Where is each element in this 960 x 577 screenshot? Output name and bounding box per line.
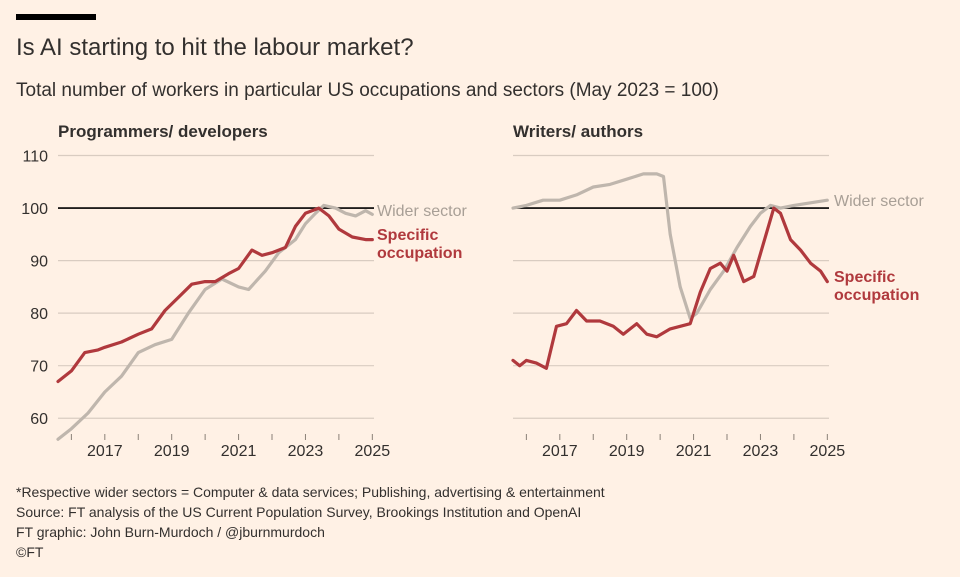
panel-title-writers: Writers/ authors [513, 122, 644, 141]
writers-xtick-label: 2017 [542, 443, 578, 460]
footer-copyright: ©FT [16, 544, 44, 560]
writers-xtick-label: 2023 [743, 443, 779, 460]
footer-graphic: FT graphic: John Burn-Murdoch / @jburnmu… [16, 524, 325, 540]
footer-source: Source: FT analysis of the US Current Po… [16, 504, 582, 520]
brand-bar [16, 14, 96, 20]
programmers-ytick-label: 70 [30, 359, 48, 376]
programmers-ytick-label: 80 [30, 306, 48, 323]
footer-note: *Respective wider sectors = Computer & d… [16, 484, 605, 500]
writers-specific-occupation-line [511, 206, 829, 370]
chart-title: Is AI starting to hit the labour market? [16, 34, 414, 61]
writers-legend-specific: Specific occupation [834, 269, 919, 304]
programmers-xtick-label: 2017 [87, 443, 123, 460]
footer: *Respective wider sectors = Computer & d… [16, 482, 605, 562]
programmers-ytick-label: 100 [21, 201, 48, 218]
programmers-specific-occupation-line [56, 206, 374, 384]
programmers-ytick-label: 110 [22, 149, 48, 166]
programmers-ytick-label: 60 [30, 411, 48, 428]
writers-legend-wider: Wider sector [834, 193, 924, 210]
programmers-xtick-label: 2019 [154, 443, 190, 460]
panel-title-programmers: Programmers/ developers [58, 122, 268, 141]
programmers-xtick-label: 2025 [355, 443, 391, 460]
writers-xtick-label: 2019 [609, 443, 645, 460]
programmers-xtick-label: 2021 [221, 443, 257, 460]
chart-subtitle: Total number of workers in particular US… [16, 80, 719, 101]
programmers-legend-specific: Specific occupation [377, 227, 462, 262]
programmers-wider-sector-line [56, 203, 374, 441]
programmers-legend-wider: Wider sector [377, 203, 467, 220]
writers-xtick-label: 2021 [676, 443, 712, 460]
programmers-ytick-label: 90 [30, 254, 48, 271]
programmers-xtick-label: 2023 [288, 443, 324, 460]
writers-xtick-label: 2025 [810, 443, 846, 460]
writers-wider-sector-line [511, 172, 829, 320]
